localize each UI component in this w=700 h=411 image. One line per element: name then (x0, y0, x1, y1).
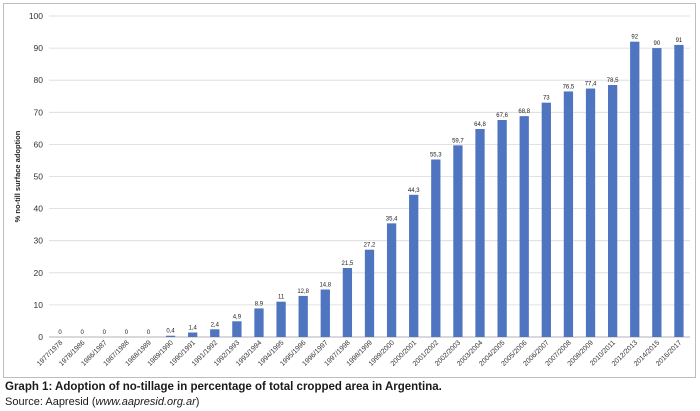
y-tick-label: 100 (29, 11, 43, 21)
bar (386, 223, 397, 337)
y-tick-label: 60 (34, 139, 44, 149)
x-tick-labels: 1977/19781978/19861986/19871987/19881988… (36, 339, 683, 367)
y-tick-labels: 0 10 20 30 40 50 60 70 80 90 100 (29, 11, 43, 342)
bar (475, 128, 485, 337)
gridlines (49, 15, 690, 338)
data-label: 14,8 (319, 282, 331, 288)
data-label: 27,2 (364, 243, 376, 249)
y-tick-label: 40 (34, 204, 44, 214)
bar (585, 88, 596, 338)
data-label: 8,9 (255, 301, 264, 307)
y-tick-label: 0 (38, 332, 43, 342)
data-label: 12,8 (297, 289, 309, 295)
y-tick-label: 50 (34, 172, 44, 182)
bar (165, 335, 176, 337)
bar (276, 301, 286, 337)
data-label: 0 (125, 330, 129, 336)
bar (254, 308, 264, 337)
bar (563, 91, 574, 337)
y-tick-label: 90 (34, 43, 44, 53)
data-label: 76,5 (563, 84, 575, 90)
bar (630, 41, 640, 338)
bar (431, 159, 441, 337)
data-label: 0 (103, 330, 107, 336)
data-label: 44,3 (408, 188, 420, 194)
bar (541, 102, 551, 337)
data-label: 0 (58, 330, 62, 336)
data-label: 11 (278, 295, 285, 301)
bar (607, 85, 618, 337)
data-labels: 0 0 0 0 0 0,4 1,4 2,4 4,9 8,9 11 12,8 14,8 21,5 27,2 35… (58, 35, 683, 336)
data-label: 78,5 (607, 78, 619, 84)
data-label: 64,8 (474, 122, 486, 128)
figure-caption: Graph 1: Adoption of no-tillage in perce… (5, 381, 442, 393)
chart-frame: 0 10 20 30 40 50 60 70 80 90 100 0 0 0 0 0 0,4 1,4 2,4 4,9… (3, 3, 696, 378)
data-label: 91 (676, 38, 683, 44)
data-label: 90 (654, 41, 661, 47)
bar (652, 48, 662, 337)
data-label: 59,7 (452, 138, 464, 144)
bar (409, 194, 419, 337)
data-label: 67,6 (496, 113, 508, 119)
data-label: 0,4 (166, 329, 175, 335)
bars (165, 41, 684, 338)
data-label: 73 (543, 96, 550, 102)
y-axis-label: % no-till surface adoption (13, 130, 22, 222)
bar (320, 289, 330, 337)
bar (364, 249, 375, 337)
y-tick-label: 80 (34, 75, 44, 85)
data-label: 1,4 (189, 326, 198, 332)
source-prefix: Source: Aapresid ( (5, 396, 96, 408)
source-url: www.aapresid.org.ar (95, 396, 196, 408)
data-label: 55,3 (430, 152, 442, 158)
bar-chart: 0 10 20 30 40 50 60 70 80 90 100 0 0 0 0 0 0,4 1,4 2,4 4,9… (13, 11, 690, 368)
source-suffix: ) (195, 396, 200, 408)
bar (232, 321, 242, 337)
y-tick-label: 30 (34, 236, 44, 246)
data-label: 35,4 (386, 216, 398, 222)
data-label: 4,9 (233, 314, 242, 320)
y-tick-label: 20 (34, 268, 44, 278)
data-label: 0 (147, 330, 151, 336)
data-label: 92 (631, 35, 638, 41)
bar (298, 295, 308, 337)
bar (674, 44, 684, 337)
bar (188, 332, 198, 337)
bar (497, 120, 507, 337)
data-label: 68,8 (518, 109, 530, 115)
figure-source: Source: Aapresid (www.aapresid.org.ar) (5, 396, 199, 408)
y-tick-label: 70 (34, 107, 44, 117)
data-label: 21,5 (342, 261, 354, 267)
bar (342, 267, 353, 337)
data-label: 77,4 (585, 82, 597, 88)
data-label: 2,4 (211, 322, 220, 328)
bar (453, 145, 463, 337)
bar (210, 329, 220, 337)
bar (519, 116, 529, 337)
data-label: 0 (80, 330, 84, 336)
y-tick-label: 10 (34, 300, 44, 310)
